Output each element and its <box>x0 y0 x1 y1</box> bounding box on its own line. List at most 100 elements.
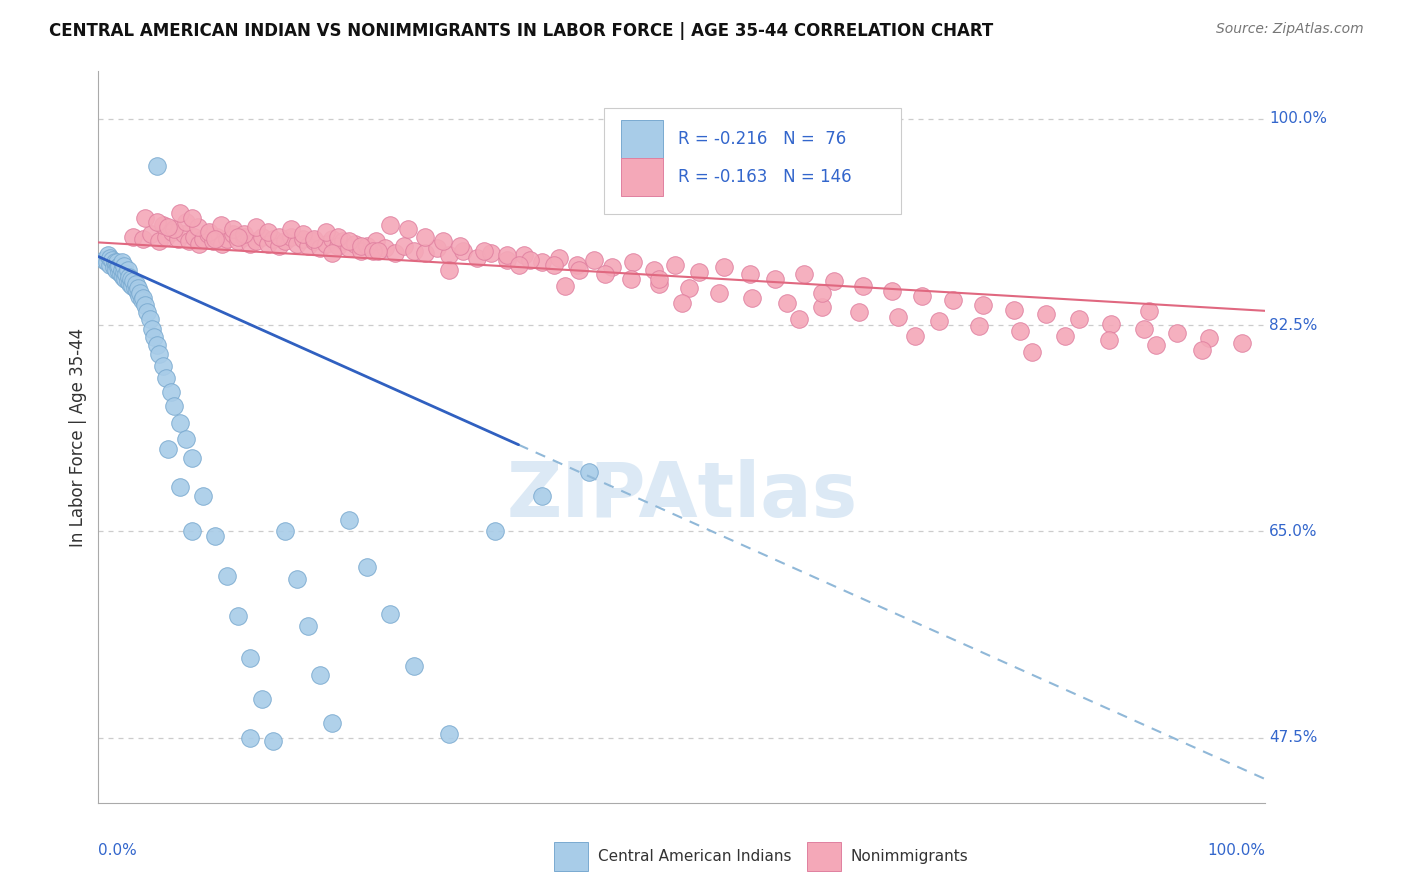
Point <box>304 232 326 246</box>
Point <box>326 229 349 244</box>
Point <box>111 255 134 269</box>
Point <box>111 262 134 277</box>
Point <box>472 244 495 258</box>
Point <box>148 234 170 248</box>
Point <box>111 269 134 284</box>
Text: 100.0%: 100.0% <box>1208 843 1265 858</box>
Point <box>155 229 177 244</box>
Point <box>374 241 396 255</box>
Point <box>250 692 273 706</box>
Point <box>274 234 297 248</box>
Point <box>1021 345 1043 359</box>
Point <box>713 260 735 275</box>
Point <box>356 559 378 574</box>
Point <box>402 659 425 673</box>
Point <box>117 262 139 277</box>
Point <box>173 227 195 242</box>
Point <box>484 524 506 539</box>
Point <box>619 272 641 286</box>
Point <box>738 267 761 281</box>
Point <box>239 236 262 251</box>
Point <box>402 244 425 258</box>
Text: R = -0.163   N = 146: R = -0.163 N = 146 <box>679 169 852 186</box>
Point <box>396 222 419 236</box>
Point <box>193 232 215 246</box>
Point <box>204 529 226 543</box>
Point <box>291 227 314 242</box>
Point <box>136 305 159 319</box>
Point <box>256 236 278 251</box>
Point <box>110 267 132 281</box>
Point <box>163 222 186 236</box>
Point <box>209 218 232 232</box>
Point <box>132 232 155 246</box>
Point <box>451 244 474 258</box>
Point <box>104 262 127 277</box>
Point <box>134 211 156 225</box>
Text: 47.5%: 47.5% <box>1268 731 1317 746</box>
Point <box>121 279 143 293</box>
Point <box>221 227 243 242</box>
Point <box>152 359 174 374</box>
Point <box>392 239 415 253</box>
Point <box>180 451 202 466</box>
Point <box>174 433 197 447</box>
Point <box>787 312 810 326</box>
Point <box>904 328 927 343</box>
Point <box>269 239 291 253</box>
Point <box>104 258 127 272</box>
Point <box>269 229 291 244</box>
Point <box>811 286 834 301</box>
Point <box>163 400 186 414</box>
Point <box>97 248 120 262</box>
Point <box>160 225 183 239</box>
Point <box>114 272 136 286</box>
Point <box>337 241 360 255</box>
Point <box>426 241 449 255</box>
Point <box>204 232 226 246</box>
Point <box>356 239 378 253</box>
Point <box>139 227 162 242</box>
Point <box>465 251 488 265</box>
Point <box>321 246 343 260</box>
Point <box>291 232 314 246</box>
Point <box>437 248 460 262</box>
Point <box>187 236 209 251</box>
Point <box>366 234 388 248</box>
Point <box>763 272 786 286</box>
Point <box>887 310 910 324</box>
Point <box>361 244 384 258</box>
Point <box>146 159 169 173</box>
Point <box>315 236 337 251</box>
Point <box>211 236 233 251</box>
Point <box>496 248 519 262</box>
Point <box>776 295 799 310</box>
Point <box>432 234 454 248</box>
Point <box>245 220 267 235</box>
Point <box>155 371 177 385</box>
Point <box>315 225 337 239</box>
Point <box>193 489 215 503</box>
Point <box>1053 328 1076 343</box>
Point <box>215 569 238 583</box>
Point <box>1144 338 1167 352</box>
Point <box>179 234 201 248</box>
Point <box>972 298 994 312</box>
Point <box>228 234 250 248</box>
Point <box>233 227 256 242</box>
Point <box>848 305 870 319</box>
Point <box>1191 343 1213 357</box>
Point <box>207 229 229 244</box>
Point <box>112 259 135 273</box>
Point <box>108 259 131 273</box>
Text: Central American Indians: Central American Indians <box>598 849 792 863</box>
Point <box>568 262 591 277</box>
Point <box>104 255 127 269</box>
Point <box>139 312 162 326</box>
Point <box>437 727 460 741</box>
Point <box>852 279 875 293</box>
Point <box>128 288 150 302</box>
Point <box>1067 312 1090 326</box>
Point <box>297 619 319 633</box>
Point <box>565 258 588 272</box>
